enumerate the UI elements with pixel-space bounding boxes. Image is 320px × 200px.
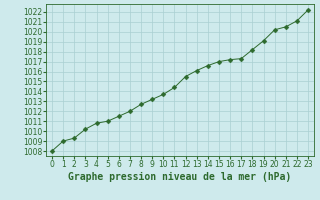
X-axis label: Graphe pression niveau de la mer (hPa): Graphe pression niveau de la mer (hPa) xyxy=(68,172,292,182)
